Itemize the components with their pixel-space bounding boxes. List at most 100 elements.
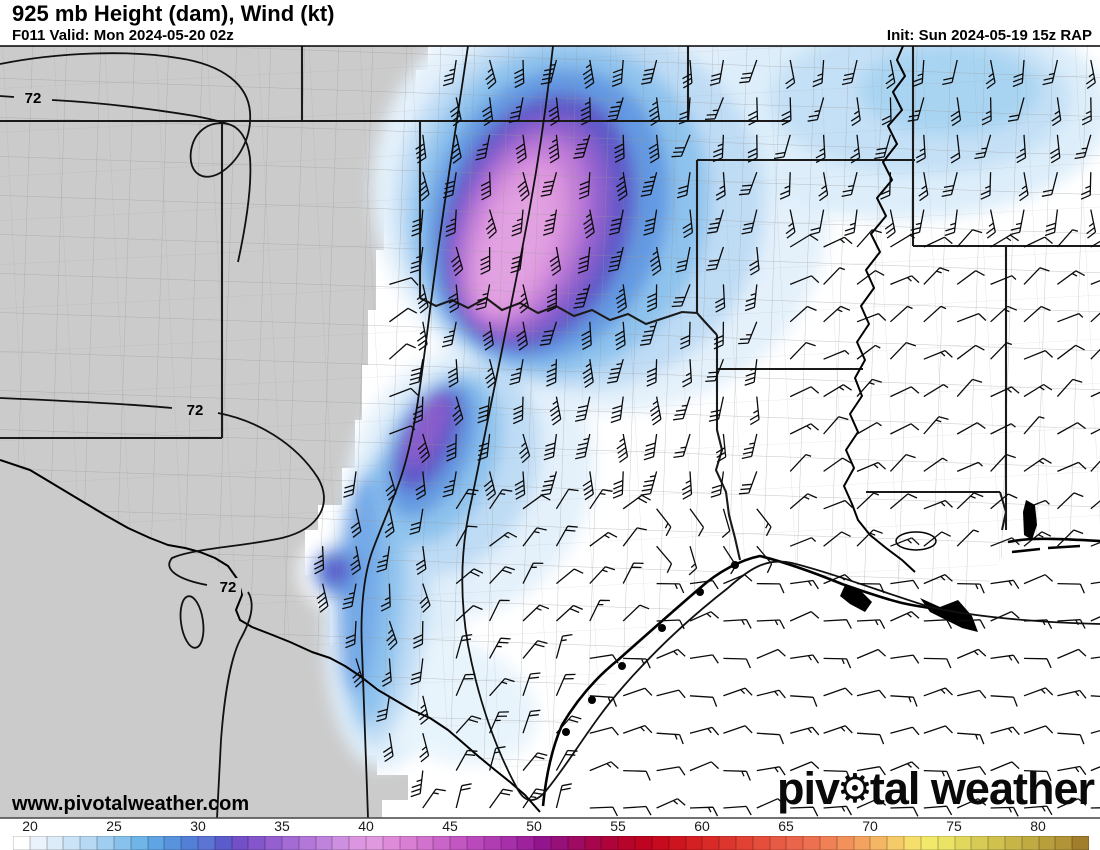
colorbar-cell (1021, 836, 1039, 850)
watermark-url: www.pivotalweather.com (12, 793, 250, 815)
wind-barb (622, 604, 650, 622)
wind-barb (409, 508, 424, 535)
coastal-marsh (840, 585, 872, 612)
wind-barb (622, 687, 653, 697)
wind-barb (789, 537, 817, 547)
wind-barb (923, 416, 949, 435)
wind-barb (1074, 134, 1092, 160)
wind-barb (607, 246, 624, 273)
wind-barb (410, 658, 424, 686)
wind-barb (352, 658, 364, 688)
colorbar-cell (466, 836, 484, 850)
wind-barb (841, 172, 858, 198)
wind-barb (715, 172, 726, 201)
wind-barb (881, 97, 892, 126)
wind-barb (1023, 499, 1050, 510)
wind-barb (1080, 172, 1092, 200)
wind-barb (890, 611, 920, 622)
wind-barb (445, 209, 457, 237)
wind-barb (1016, 134, 1027, 164)
gear-icon: ⚙ (837, 766, 873, 812)
colorbar-cell (433, 836, 451, 850)
wind-barb (1056, 378, 1083, 398)
wind-barb (790, 579, 819, 590)
wind-barb (986, 209, 996, 239)
wind-barb (614, 321, 626, 351)
wind-barb (990, 537, 1020, 547)
wind-barb (1023, 267, 1050, 285)
wind-barb (522, 752, 548, 772)
page-title: 925 mb Height (dam), Wind (kt) (12, 1, 335, 26)
wind-barb (416, 284, 429, 314)
wind-barb (455, 605, 483, 622)
wind-barb (676, 172, 691, 199)
wind-barb (1090, 541, 1100, 547)
wind-barb (313, 546, 325, 575)
wind-barb (856, 689, 887, 699)
contour-label-bg (20, 89, 46, 106)
state-border (419, 296, 718, 336)
wind-barb (522, 527, 547, 547)
wind-barb (889, 493, 918, 510)
wind-barb (1023, 687, 1054, 697)
wind-barb (622, 527, 647, 547)
wind-barb (582, 359, 594, 389)
colorbar-cell (954, 836, 972, 850)
colorbar-tick-label: 60 (694, 818, 710, 834)
wind-barb (555, 633, 573, 659)
wind-barb (1090, 428, 1100, 435)
wind-barb (689, 611, 720, 622)
wind-barb (1057, 461, 1087, 472)
wind-barb (1012, 59, 1025, 88)
wind-barb (956, 461, 983, 472)
wind-barb (789, 386, 820, 398)
contour-label-bg (215, 578, 241, 595)
wind-barb (448, 284, 460, 313)
wind-barb (1023, 574, 1054, 585)
wind-barb (376, 546, 391, 573)
wind-barb (549, 396, 562, 426)
logo-text-right: tal weather (869, 763, 1095, 814)
bay (618, 662, 626, 670)
wind-barb (546, 359, 558, 387)
wind-barb (890, 423, 920, 435)
wind-barb (709, 59, 725, 86)
wind-barb (923, 769, 952, 781)
wind-barb (606, 359, 624, 384)
wind-barb (990, 342, 1013, 360)
wind-barb (646, 284, 658, 313)
colorbar-cell (265, 836, 282, 850)
wind-barb (417, 433, 431, 464)
wind-barb (578, 172, 591, 200)
colorbar-cell (500, 836, 518, 850)
wind-barb (747, 134, 758, 163)
colorbar-cell (416, 836, 434, 850)
coastal-marsh (1023, 500, 1037, 540)
bay (658, 624, 666, 632)
wind-barb (673, 396, 691, 421)
wind-barb (823, 619, 852, 629)
wind-barb (823, 236, 853, 248)
colorbar-cell (937, 836, 955, 850)
wind-barb (918, 172, 929, 202)
wind-barb (856, 378, 882, 398)
wind-barb (681, 359, 693, 388)
colorbar-cell (450, 836, 467, 850)
wind-barb (622, 724, 653, 734)
wind-barb (1057, 689, 1087, 699)
wind-barb (823, 531, 851, 547)
wind-barb (1023, 657, 1052, 669)
wind-barb (389, 425, 416, 435)
wind-barb (381, 658, 392, 687)
wind-barb (656, 689, 686, 699)
wind-barb (923, 267, 950, 285)
wind-barb (543, 433, 558, 461)
wind-barb (923, 805, 953, 816)
height-contour (0, 95, 229, 125)
contour-label: 72 (187, 402, 204, 419)
wind-barb (622, 494, 651, 510)
wind-barb (681, 471, 693, 500)
wind-barb (890, 761, 920, 772)
wind-barb (956, 229, 983, 248)
